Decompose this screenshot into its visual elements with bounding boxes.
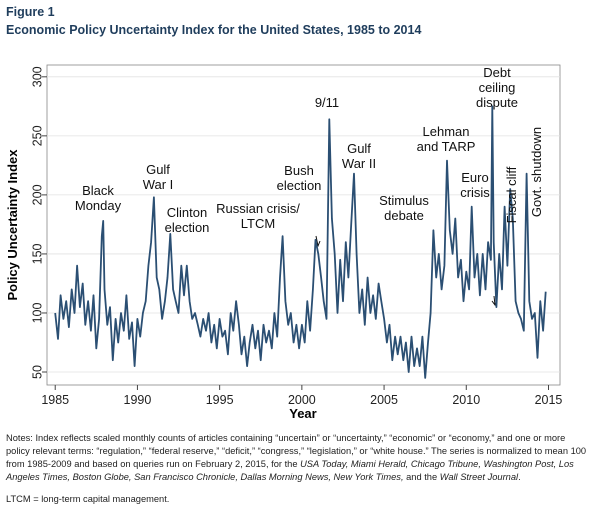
annotation: Black <box>82 183 114 198</box>
chart-title: Economic Policy Uncertainty Index for th… <box>6 23 421 37</box>
annotation: Clinton <box>167 205 207 220</box>
annotation: election <box>277 178 322 193</box>
annotation: War I <box>143 177 174 192</box>
y-axis-label: Policy Uncertainty Index <box>5 149 20 301</box>
annotation: Russian crisis/ <box>216 201 300 216</box>
x-tick-label: 2000 <box>288 393 316 407</box>
y-tick-label: 150 <box>30 243 44 264</box>
x-tick-label: 2015 <box>535 393 563 407</box>
annotation: Monday <box>75 198 122 213</box>
x-tick-label: 1985 <box>41 393 69 407</box>
y-tick-label: 50 <box>30 365 44 379</box>
annotation: ceiling <box>479 80 516 95</box>
y-tick-label: 200 <box>30 184 44 205</box>
annotation: Euro <box>461 170 488 185</box>
annotation: Stimulus <box>379 193 429 208</box>
y-tick-label: 250 <box>30 125 44 146</box>
annotation: LTCM <box>241 216 275 231</box>
annotation: Fiscal cliff <box>504 166 519 223</box>
annotation: and TARP <box>417 139 476 154</box>
annotation: Lehman <box>423 124 470 139</box>
note-text: Notes: Index reflects scaled monthly cou… <box>6 433 587 469</box>
note-text: Wall Street Journal <box>439 472 519 482</box>
annotation: dispute <box>476 95 518 110</box>
x-tick-label: 1995 <box>206 393 234 407</box>
annotation: War II <box>342 156 376 171</box>
annotation: Gulf <box>347 141 371 156</box>
plot-frame <box>46 64 561 386</box>
annotation: Govt. shutdown <box>529 127 544 217</box>
annotation: 9/11 <box>315 95 339 110</box>
note-text: and the <box>403 472 440 482</box>
figure-label: Figure 1 <box>6 5 55 19</box>
notes: Notes: Index reflects scaled monthly cou… <box>6 432 588 484</box>
note-text: USA Today, Miami Herald, Chicago Tribune… <box>6 459 574 482</box>
annotation: Debt <box>483 65 511 80</box>
x-tick-label: 1990 <box>124 393 152 407</box>
y-tick-label: 300 <box>30 66 44 87</box>
annotation: crisis <box>460 185 490 200</box>
line-series <box>54 105 547 379</box>
x-tick-label: 2010 <box>452 393 480 407</box>
x-tick-label: 2005 <box>370 393 398 407</box>
x-axis-label: Year <box>289 406 316 421</box>
annotation: debate <box>384 208 424 223</box>
annotation: Bush <box>284 163 314 178</box>
y-tick-label: 100 <box>30 302 44 323</box>
chart: Figure 1 Economic Policy Uncertainty Ind… <box>5 5 563 421</box>
note-text: . <box>518 472 521 482</box>
annotation: election <box>165 220 210 235</box>
annotation: Gulf <box>146 162 170 177</box>
footnote: LTCM = long-term capital management. <box>6 494 170 504</box>
